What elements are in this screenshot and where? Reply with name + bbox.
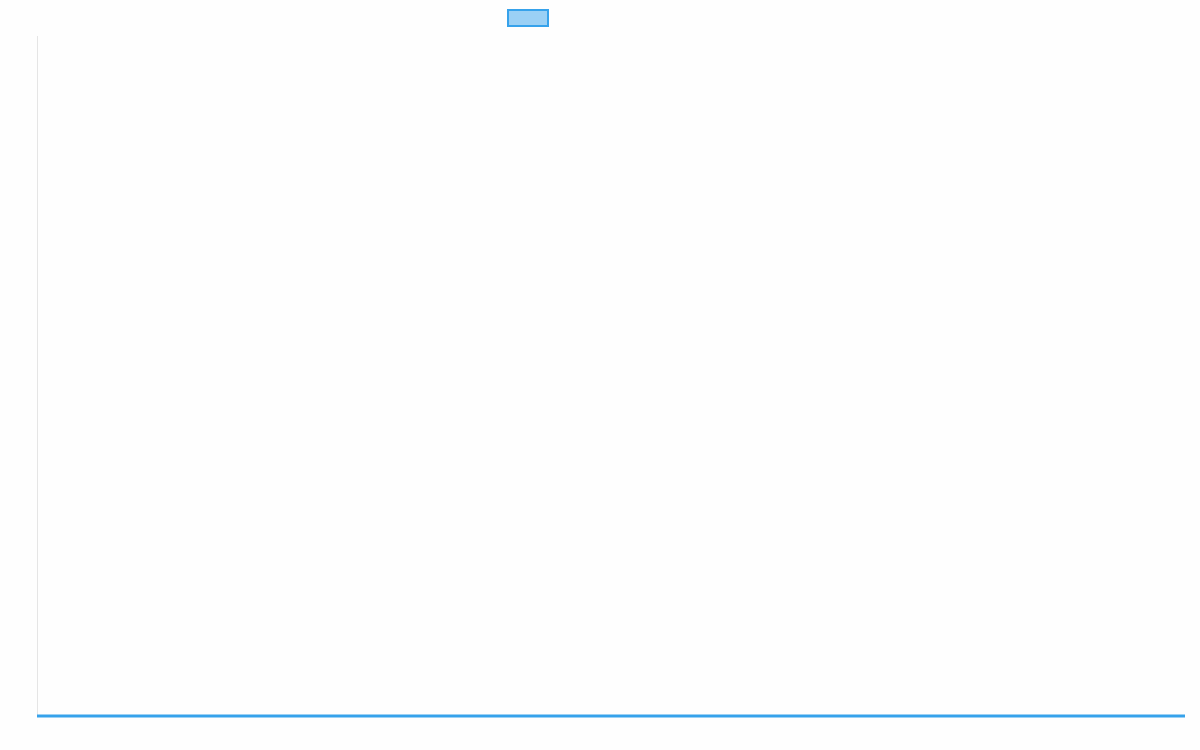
legend-swatch[interactable] <box>507 9 549 27</box>
